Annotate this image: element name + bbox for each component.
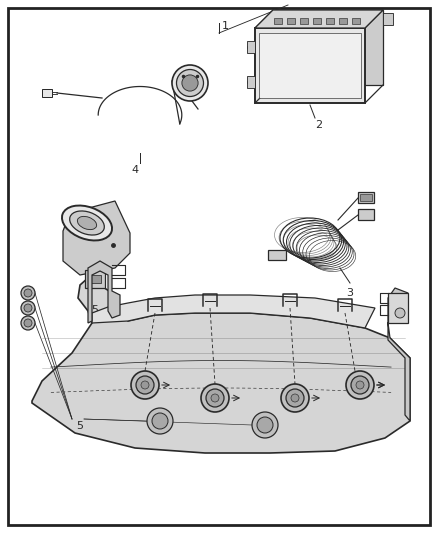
- Text: 5: 5: [77, 421, 84, 431]
- Circle shape: [24, 319, 32, 327]
- Circle shape: [211, 394, 219, 402]
- Bar: [287, 18, 295, 23]
- Polygon shape: [255, 10, 383, 28]
- Polygon shape: [63, 201, 130, 275]
- Circle shape: [346, 371, 374, 399]
- Text: 4: 4: [131, 165, 138, 175]
- Bar: [259, 33, 361, 98]
- Circle shape: [24, 289, 32, 297]
- Circle shape: [21, 301, 35, 315]
- Circle shape: [182, 75, 198, 91]
- Circle shape: [131, 371, 159, 399]
- Polygon shape: [32, 278, 410, 453]
- Text: 5: 5: [92, 305, 99, 315]
- Polygon shape: [92, 295, 375, 328]
- Circle shape: [141, 381, 149, 389]
- Bar: [383, 13, 393, 25]
- Circle shape: [136, 376, 154, 394]
- Text: 2: 2: [315, 120, 322, 130]
- Circle shape: [201, 384, 229, 412]
- Polygon shape: [273, 10, 383, 85]
- Circle shape: [252, 412, 278, 438]
- Bar: [360, 194, 372, 201]
- Circle shape: [395, 308, 405, 318]
- Circle shape: [257, 417, 273, 433]
- Bar: [85, 270, 105, 288]
- Circle shape: [291, 394, 299, 402]
- Text: 1: 1: [222, 21, 229, 31]
- Bar: [268, 250, 286, 260]
- Text: 3: 3: [346, 288, 353, 298]
- Bar: [300, 18, 308, 23]
- Polygon shape: [255, 28, 365, 103]
- Circle shape: [24, 304, 32, 312]
- Circle shape: [356, 381, 364, 389]
- Bar: [274, 18, 282, 23]
- Polygon shape: [88, 261, 120, 323]
- Bar: [247, 76, 255, 88]
- Bar: [339, 18, 347, 23]
- Bar: [89, 275, 101, 283]
- Circle shape: [152, 413, 168, 429]
- Circle shape: [351, 376, 369, 394]
- Bar: [358, 192, 374, 203]
- Bar: [42, 89, 52, 97]
- Circle shape: [21, 316, 35, 330]
- Bar: [388, 293, 408, 323]
- Circle shape: [286, 389, 304, 407]
- Ellipse shape: [62, 206, 112, 240]
- Circle shape: [21, 286, 35, 300]
- Circle shape: [177, 69, 204, 96]
- Ellipse shape: [70, 211, 104, 235]
- Bar: [313, 18, 321, 23]
- Ellipse shape: [78, 216, 97, 230]
- Circle shape: [172, 65, 208, 101]
- Bar: [352, 18, 360, 23]
- Circle shape: [147, 408, 173, 434]
- Bar: [358, 209, 374, 220]
- Polygon shape: [388, 288, 410, 421]
- Circle shape: [206, 389, 224, 407]
- Circle shape: [281, 384, 309, 412]
- Bar: [326, 18, 334, 23]
- Bar: [247, 41, 255, 53]
